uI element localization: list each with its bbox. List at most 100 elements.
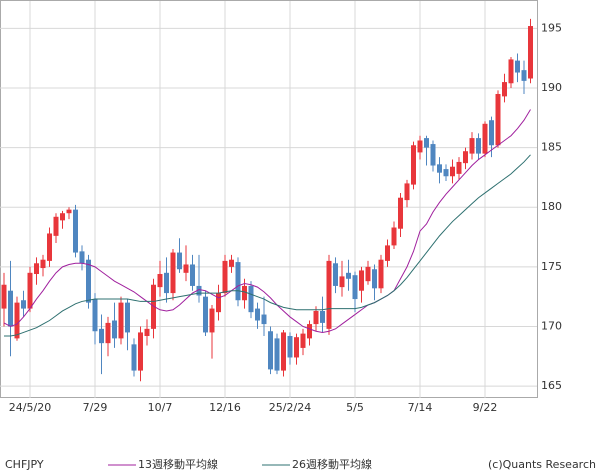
x-tick-label: 24/5/20: [9, 401, 51, 414]
candle-body: [430, 144, 436, 166]
legend-label: 26週移動平均線: [292, 457, 372, 471]
candle-body: [157, 274, 163, 288]
candle-body: [242, 285, 247, 301]
ma-line: [3, 109, 531, 333]
candle-body: [378, 259, 384, 289]
legend-candles: CHFJPY: [5, 458, 44, 471]
legend-label: 13週移動平均線: [138, 457, 218, 471]
candle-body: [495, 93, 501, 146]
candle-body: [352, 275, 358, 300]
candle-body: [255, 308, 260, 321]
y-tick-label: 165: [541, 379, 562, 392]
candle-body: [27, 272, 33, 309]
candle-body: [508, 59, 514, 84]
candle-body: [391, 227, 397, 246]
candle-body: [476, 138, 481, 154]
candle-body: [34, 263, 39, 275]
candle-body: [164, 272, 169, 294]
candle-body: [482, 123, 488, 154]
candle-body: [151, 284, 156, 329]
candle-body: [144, 328, 150, 337]
candle-body: [404, 183, 410, 201]
x-tick-label: 10/7: [148, 401, 173, 414]
candle-body: [515, 60, 520, 73]
candle-body: [1, 284, 7, 309]
y-tick-label: 180: [541, 200, 562, 213]
candle-body: [502, 82, 507, 97]
candle-body: [92, 299, 98, 332]
candle-body: [73, 209, 78, 253]
candle-body: [14, 302, 20, 339]
candle-body: [66, 209, 72, 214]
legend: 13週移動平均線 26週移動平均線: [108, 457, 372, 471]
candle-body: [268, 331, 273, 370]
labels: 165 170 175 180 185 190 195 24/5/20 7/29 10/7 12/1…: [9, 21, 562, 414]
candle-body: [203, 296, 208, 333]
candle-body: [118, 302, 124, 339]
candle-body: [346, 272, 351, 279]
candle-body: [333, 263, 338, 286]
candle-body: [326, 260, 332, 329]
candle-body: [411, 145, 416, 185]
candle-body: [209, 308, 215, 333]
candle-body: [86, 259, 91, 303]
candle-body: [183, 264, 189, 273]
candle-body: [287, 336, 293, 358]
grid: [0, 1, 537, 398]
candle-body: [443, 169, 449, 177]
candle-body: [300, 333, 306, 348]
candle-body: [437, 164, 442, 173]
x-tick-label: 7/29: [83, 401, 108, 414]
candle-body: [307, 324, 312, 339]
y-tick-label: 190: [541, 81, 562, 94]
candle-body: [229, 259, 234, 267]
candle-body: [469, 138, 475, 154]
candle-body: [53, 216, 59, 236]
candle-body: [456, 161, 462, 174]
candle-body: [261, 314, 267, 325]
candle-body: [47, 233, 52, 261]
candle-body: [112, 320, 117, 339]
candle-body: [190, 264, 195, 286]
candle-body: [170, 252, 176, 294]
candle-body: [372, 269, 377, 289]
candle-body: [528, 26, 533, 79]
candle-body: [222, 260, 228, 294]
candle-body: [424, 138, 429, 148]
candle-body: [450, 166, 455, 177]
candle-body: [274, 338, 280, 371]
candle-body: [320, 310, 325, 323]
credit: (c)Quants Research: [488, 458, 596, 471]
candle-body: [385, 245, 390, 261]
candle-body: [8, 290, 13, 327]
x-tick-label: 5/5: [346, 401, 364, 414]
candle-body: [313, 310, 319, 325]
candle-body: [216, 293, 221, 313]
marks: [1, 18, 533, 382]
x-tick-label: 9/22: [473, 401, 498, 414]
candle-body: [281, 332, 286, 371]
ma-line: [4, 154, 531, 337]
candle-body: [138, 332, 143, 371]
candle-body: [463, 151, 468, 164]
candle-body: [125, 302, 130, 333]
candle-body: [131, 344, 137, 371]
candle-body: [196, 285, 202, 296]
y-tick-label: 185: [541, 141, 562, 154]
candle-body: [21, 300, 26, 309]
candle-body: [248, 285, 254, 313]
candle-body: [60, 213, 65, 221]
candle-body: [40, 259, 46, 269]
candle-body: [521, 70, 527, 81]
candle-body: [79, 251, 85, 264]
candle-body: [99, 328, 104, 344]
candle-body: [417, 140, 423, 153]
candle-body: [359, 270, 364, 291]
candle-body: [365, 266, 371, 282]
x-tick-label: 7/14: [408, 401, 433, 414]
x-tick-label: 12/16: [209, 401, 241, 414]
candle-body: [294, 337, 299, 358]
candle-body: [105, 322, 111, 344]
y-tick-label: 175: [541, 260, 562, 273]
